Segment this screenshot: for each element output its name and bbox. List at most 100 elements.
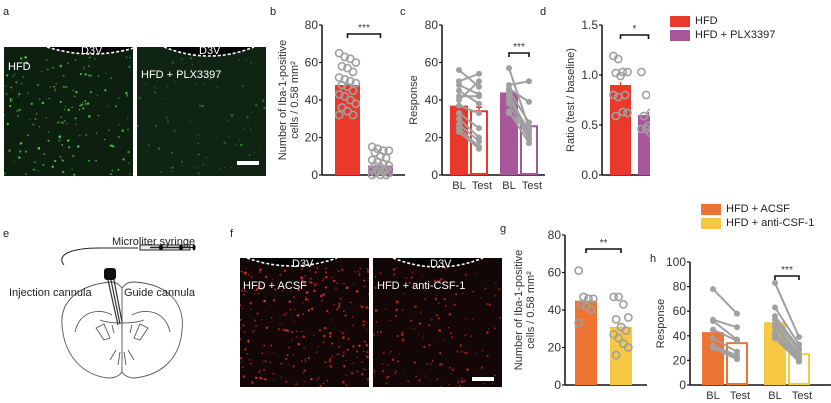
data-point bbox=[334, 73, 344, 82]
cell-speck bbox=[343, 310, 345, 313]
cell-speck bbox=[270, 316, 273, 319]
panel-letter: g bbox=[500, 223, 506, 235]
cell-speck bbox=[270, 344, 273, 347]
cell-speck bbox=[67, 108, 71, 112]
cell-speck bbox=[58, 135, 62, 139]
point-test bbox=[526, 140, 532, 147]
data-point bbox=[646, 108, 650, 118]
cell-speck bbox=[171, 166, 174, 169]
label-injection-cannula: Injection cannula bbox=[9, 287, 92, 299]
cell-speck bbox=[126, 94, 129, 97]
cell-speck bbox=[361, 373, 364, 376]
cell-speck bbox=[394, 314, 398, 318]
cell-speck bbox=[106, 105, 109, 107]
pair-line bbox=[508, 90, 530, 124]
panel-letter: h bbox=[650, 253, 656, 265]
cell-speck bbox=[72, 89, 75, 92]
cell-speck bbox=[235, 143, 238, 146]
chart-g: g 0 20 40 60 80 Number of Iba-1-positive cells … bbox=[500, 223, 647, 392]
cell-speck bbox=[205, 156, 208, 159]
cell-speck bbox=[118, 123, 121, 126]
pair-line bbox=[458, 72, 480, 83]
cell-speck bbox=[439, 363, 442, 366]
cell-speck bbox=[310, 281, 312, 283]
legend-swatch bbox=[670, 29, 690, 41]
data-point bbox=[579, 292, 588, 302]
y-tick-label: 0 bbox=[431, 168, 438, 182]
data-point bbox=[637, 124, 646, 134]
cell-speck bbox=[429, 363, 432, 366]
pair-line bbox=[458, 80, 480, 101]
cell-speck bbox=[302, 302, 304, 304]
cell-speck bbox=[334, 287, 338, 290]
cell-speck bbox=[449, 332, 452, 335]
cell-speck bbox=[401, 339, 405, 342]
y-axis-label: Number of Iba-1-positive cells / 0.58 mm² bbox=[513, 250, 537, 370]
cell-speck bbox=[484, 287, 487, 290]
y-tick-label: 20 bbox=[548, 341, 562, 355]
cell-speck bbox=[216, 86, 219, 89]
cell-speck bbox=[430, 318, 433, 321]
cell-speck bbox=[42, 163, 45, 167]
cell-speck bbox=[82, 107, 85, 110]
pair-line bbox=[712, 320, 738, 341]
cell-speck bbox=[339, 330, 341, 333]
cell-speck bbox=[333, 279, 336, 283]
cell-speck bbox=[195, 166, 198, 169]
cell-speck bbox=[336, 282, 338, 285]
cell-speck bbox=[352, 282, 355, 285]
data-point bbox=[611, 111, 621, 121]
pair-line bbox=[774, 282, 800, 338]
chart-b: b 0 20 40 60 80 Number of Iba-1-positive cells … bbox=[270, 6, 405, 182]
cell-speck bbox=[345, 359, 347, 362]
ventricle-boundary bbox=[163, 47, 255, 57]
cell-speck bbox=[73, 95, 76, 98]
cell-speck bbox=[255, 288, 259, 291]
cell-speck bbox=[254, 324, 258, 328]
cell-speck bbox=[324, 361, 327, 364]
data-point bbox=[351, 78, 361, 88]
cell-speck bbox=[324, 271, 328, 274]
cell-speck bbox=[20, 142, 23, 145]
cell-speck bbox=[326, 379, 329, 382]
cell-speck bbox=[103, 138, 106, 141]
cell-speck bbox=[302, 372, 305, 375]
data-point bbox=[623, 67, 632, 77]
cell-speck bbox=[110, 144, 113, 148]
y-tick-label: 80 bbox=[548, 228, 562, 242]
cell-speck bbox=[38, 98, 41, 100]
cell-speck bbox=[246, 115, 249, 119]
cell-speck bbox=[324, 267, 327, 270]
cell-speck bbox=[451, 282, 454, 284]
cell-speck bbox=[41, 71, 43, 73]
cell-speck bbox=[79, 105, 81, 107]
image-label: HFD + anti-CSF-1 bbox=[377, 280, 466, 292]
y-tick-label: 60 bbox=[673, 304, 687, 318]
cell-speck bbox=[373, 333, 375, 336]
cell-speck bbox=[18, 108, 21, 112]
cell-speck bbox=[455, 386, 457, 387]
cell-speck bbox=[447, 383, 450, 386]
cell-speck bbox=[195, 83, 197, 86]
y-tick-label: 80 bbox=[305, 18, 319, 32]
cell-speck bbox=[240, 361, 243, 363]
data-point bbox=[646, 128, 650, 138]
pair-line bbox=[774, 322, 800, 355]
cell-speck bbox=[258, 146, 261, 148]
cell-speck bbox=[95, 159, 97, 162]
cell-speck bbox=[356, 356, 359, 359]
data-point bbox=[334, 89, 344, 99]
cell-speck bbox=[117, 168, 120, 171]
cell-speck bbox=[366, 378, 369, 381]
point-baseline bbox=[772, 324, 778, 331]
cell-speck bbox=[66, 139, 70, 142]
data-point bbox=[337, 61, 347, 71]
cell-speck bbox=[367, 293, 369, 296]
panel-letter: c bbox=[400, 6, 406, 18]
cell-speck bbox=[423, 345, 426, 349]
point-baseline bbox=[772, 304, 778, 311]
y-tick-label: 60 bbox=[305, 56, 319, 70]
data-point bbox=[337, 80, 347, 90]
cell-speck bbox=[345, 384, 348, 386]
data-point bbox=[584, 294, 593, 304]
